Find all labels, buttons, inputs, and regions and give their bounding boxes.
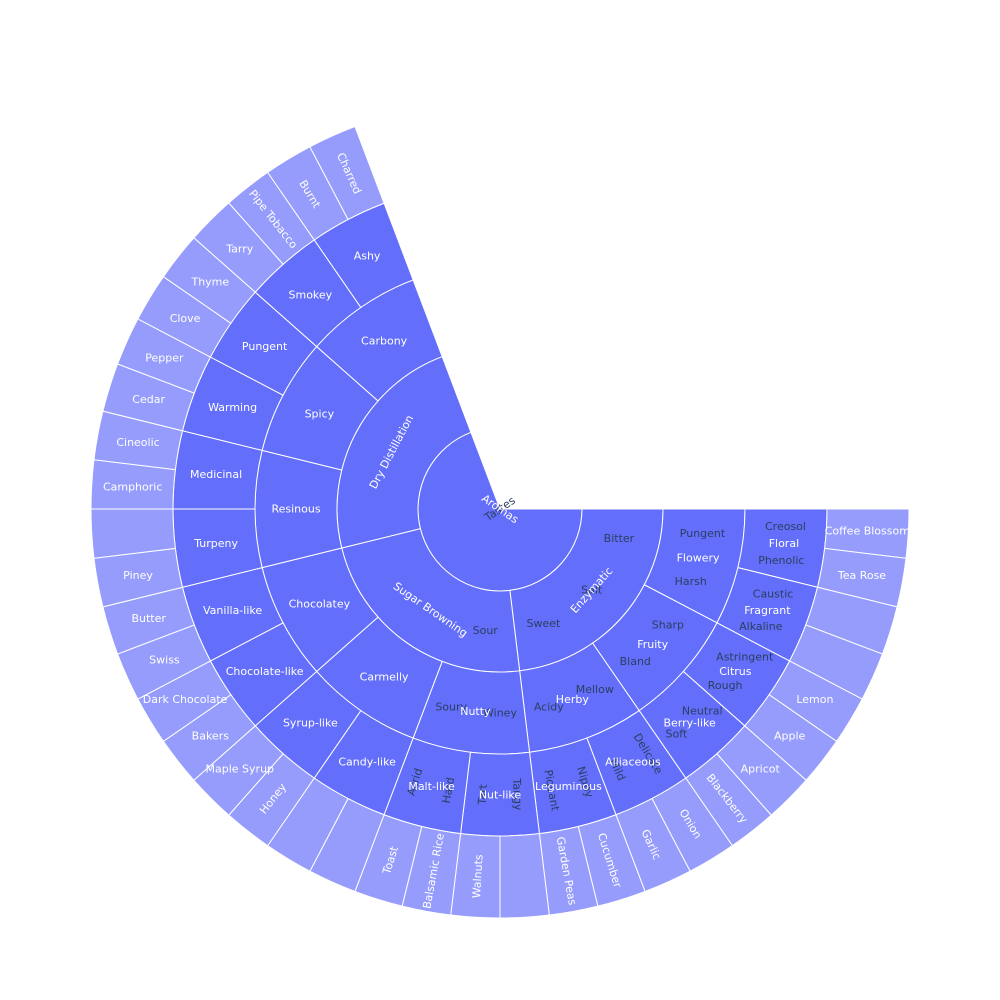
sunburst-label-aromas-enzymatic-flowery-floral-coffee-blossom: Coffee Blossom	[825, 525, 910, 538]
sunburst-label-aromas-dry-distillation-spicy-pungent: Pungent	[242, 340, 288, 353]
sunburst-label-aromas-sugar-browning-carmelly: Carmelly	[360, 670, 409, 683]
sunburst-segment-aromas-dry-distillation-carbony-ashy-charred[interactable]	[309, 125, 385, 221]
sunburst-label-aromas-enzymatic-flowery-floral: Floral	[769, 537, 799, 550]
sunburst-label-aromas-enzymatic-fruity: Fruity	[637, 638, 668, 651]
sunburst-label-aromas-dry-distillation-carbony: Carbony	[361, 335, 408, 348]
sunburst-label-tastes-bitter-pungent-creosol: Creosol	[765, 520, 806, 533]
sunburst-label-tastes-bitter-pungent-phenolic: Phenolic	[758, 554, 804, 567]
sunburst-label-tastes-sweet-acidy: Acidy	[534, 701, 564, 714]
sunburst-label-aromas-enzymatic-fruity-berry-like-apricot: Apricot	[741, 763, 781, 776]
sunburst-label-aromas-dry-distillation-resinous-turpeny: Turpeny	[193, 537, 238, 550]
sunburst-label-aromas-enzymatic-herby-alliaceous: Alliaceous	[605, 756, 661, 769]
sunburst-label-aromas-dry-distillation-spicy-pungent-thyme: Thyme	[190, 276, 229, 289]
sunburst-label-tastes-salt-sharp: Sharp	[652, 618, 684, 631]
sunburst-label-aromas-dry-distillation-spicy-warming: Warming	[208, 401, 257, 414]
sunburst-label-tastes-sweet-mellow: Mellow	[576, 683, 614, 696]
sunburst-label-tastes-bitter-pungent: Pungent	[680, 527, 726, 540]
sunburst-label-aromas-dry-distillation-resinous-turpeny-piney: Piney	[123, 569, 153, 582]
sunburst-label-aromas-dry-distillation-carbony-ashy: Ashy	[354, 249, 381, 262]
sunburst-label-tastes-bitter-harsh-caustic: Caustic	[753, 588, 794, 601]
sunburst-label-aromas-enzymatic-herby: Herby	[556, 693, 590, 706]
sunburst-label-aromas-enzymatic-fruity-citrus-apple: Apple	[774, 729, 806, 742]
sunburst-label-tastes-sour-winey: Winey	[483, 707, 517, 720]
sunburst-label-aromas-sugar-browning-chocolatey-chocolate-like-dark-chocolate: Dark Chocolate	[143, 693, 228, 706]
sunburst-label-tastes-salt-bland-soft: Soft	[666, 728, 688, 741]
sunburst-label-tastes-salt-bland: Bland	[620, 655, 651, 668]
sunburst-label-aromas-sugar-browning-nutty-nut-like-walnuts: Walnuts	[470, 854, 486, 899]
sunburst-label-aromas-sugar-browning-chocolatey-vanilla-like-butter: Butter	[131, 612, 166, 625]
sunburst-label-aromas-dry-distillation-spicy-pungent-clove: Clove	[170, 312, 201, 325]
sunburst-label-aromas-sugar-browning-chocolatey-chocolate-like-bakers: Bakers	[192, 729, 230, 742]
sunburst-label-aromas-enzymatic-flowery-floral-tea-rose: Tea Rose	[837, 569, 886, 582]
sunburst-label-aromas-dry-distillation-resinous-medicinal-camphoric: Camphoric	[103, 480, 162, 493]
sunburst-label-aromas-enzymatic-flowery: Flowery	[677, 551, 720, 564]
sunburst-label-aromas-enzymatic-fruity-citrus: Citrus	[719, 665, 752, 678]
sunburst-label-tastes-salt-bland-neutral: Neutral	[682, 705, 723, 718]
sunburst-label-aromas-sugar-browning-nutty-malt-like: Malt-like	[408, 780, 455, 793]
sunburst-label-aromas-sugar-browning-nutty-nut-like: Nut-like	[479, 789, 522, 802]
sunburst-label-aromas-enzymatic-fruity-citrus-lemon: Lemon	[796, 693, 833, 706]
sunburst-label-aromas-sugar-browning-chocolatey: Chocolatey	[289, 597, 351, 610]
sunburst-label-tastes-sour-soury-hard: Hard	[440, 776, 458, 804]
sunburst-label-tastes-bitter-harsh: Harsh	[675, 575, 707, 588]
sunburst-label-aromas-sugar-browning-carmelly-syrup-like: Syrup-like	[283, 717, 338, 730]
sunburst-label-aromas-dry-distillation-spicy: Spicy	[305, 408, 335, 421]
sunburst-label-tastes-sour: Sour	[473, 624, 499, 637]
sunburst-label-tastes-sour-winey-tangy: Tangy	[510, 777, 525, 811]
sunburst-label-aromas-dry-distillation-carbony-smokey: Smokey	[289, 288, 333, 301]
sunburst-label-aromas-enzymatic-flowery-fragrant: Fragrant	[744, 604, 791, 617]
sunburst-label-tastes-bitter-harsh-alkaline: Alkaline	[739, 620, 783, 633]
sunburst-label-tastes-sour-winey-tart: Tart	[476, 783, 490, 806]
sunburst-label-aromas-dry-distillation-spicy-warming-cedar: Cedar	[132, 393, 165, 406]
sunburst-label-aromas-sugar-browning-chocolatey-chocolate-like: Chocolate-like	[226, 665, 304, 678]
sunburst-label-aromas-dry-distillation-resinous-medicinal-cineolic: Cineolic	[116, 436, 159, 449]
sunburst-label-aromas-dry-distillation-resinous-medicinal: Medicinal	[190, 468, 242, 481]
sunburst-label-tastes-bitter: Bitter	[604, 532, 635, 545]
sunburst-label-aromas-sugar-browning-chocolatey-vanilla-like-swiss: Swiss	[149, 654, 180, 667]
sunburst-label-tastes-salt-sharp-rough: Rough	[708, 679, 743, 692]
sunburst-label-tastes-sour-soury: Soury	[435, 701, 467, 714]
sunburst-label-aromas-sugar-browning-carmelly-candy-like: Candy-like	[338, 756, 396, 769]
sunburst-label-aromas-enzymatic-fruity-berry-like: Berry-like	[663, 717, 716, 730]
sunburst-label-aromas-sugar-browning-nutty: Nutty	[460, 705, 491, 718]
sunburst-label-tastes-salt: Salt	[581, 584, 603, 597]
sunburst-label-aromas-dry-distillation-carbony-smokey-tarry: Tarry	[225, 242, 253, 255]
sunburst-label-aromas-sugar-browning-carmelly-syrup-like-maple-syrup: Maple Syrup	[206, 763, 275, 776]
sunburst-label-aromas-dry-distillation-spicy-warming-pepper: Pepper	[145, 351, 184, 364]
sunburst-label-aromas-sugar-browning-chocolatey-vanilla-like: Vanilla-like	[203, 604, 262, 617]
sunburst-label-tastes-sweet: Sweet	[527, 617, 562, 630]
sunburst-label-tastes-salt-sharp-astringent: Astringent	[716, 650, 774, 663]
sunburst-label-aromas-enzymatic-herby-leguminous: Leguminous	[535, 780, 602, 793]
sunburst-label-aromas-dry-distillation-resinous: Resinous	[271, 503, 320, 516]
